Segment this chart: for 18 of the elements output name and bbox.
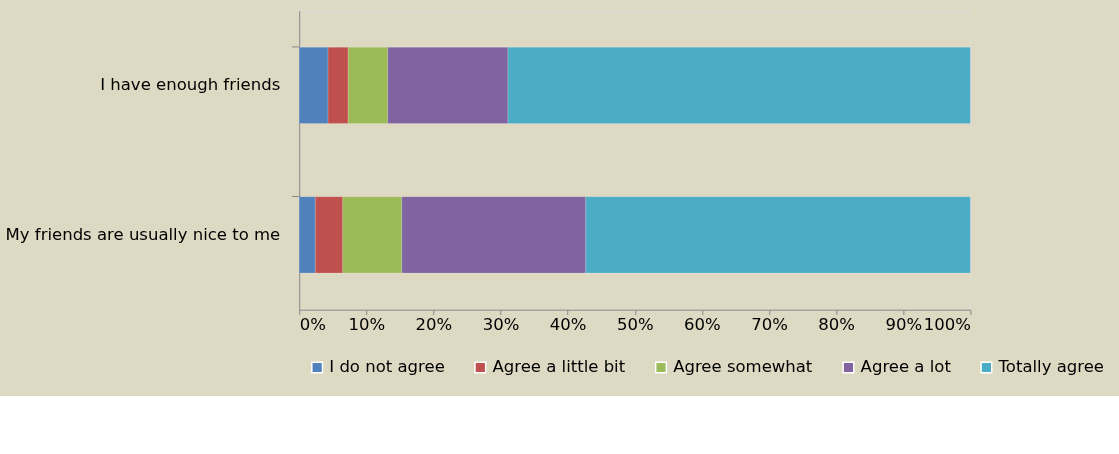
legend-label: Agree somewhat	[673, 357, 813, 377]
x-tick-label: 80%	[818, 314, 855, 334]
legend-label: Totally agree	[997, 357, 1104, 377]
legend-label: I do not agree	[329, 357, 445, 377]
x-tick-label: 20%	[415, 314, 453, 334]
x-tick-label: 70%	[751, 314, 788, 334]
y-tick-label: My friends are usually nice to me	[5, 224, 281, 244]
x-tick-label: 100%	[923, 314, 971, 334]
x-tick-label: 40%	[549, 314, 587, 334]
x-tick-label: 50%	[616, 314, 654, 334]
x-tick-label: 30%	[482, 314, 520, 334]
x-tick-label: 10%	[348, 314, 386, 334]
x-tick-label: 0%	[299, 314, 326, 334]
legend-label: Agree a lot	[860, 357, 952, 377]
x-tick-label: 60%	[684, 314, 721, 334]
y-tick-label: I have enough friends	[100, 75, 281, 95]
x-tick-label: 90%	[885, 314, 923, 334]
legend-label: Agree a little bit	[492, 357, 626, 377]
